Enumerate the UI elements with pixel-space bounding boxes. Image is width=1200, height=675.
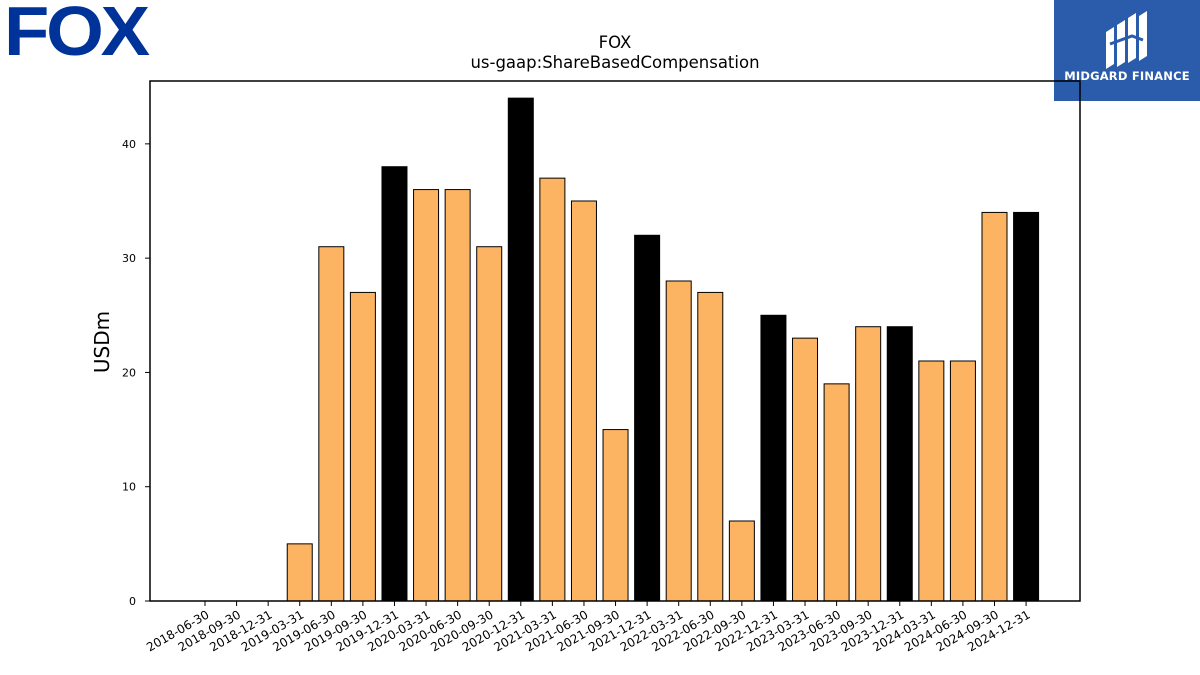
bar-2021-03-31: [539, 177, 566, 602]
bar-2023-03-31: [792, 337, 819, 602]
bars: [286, 97, 1040, 602]
y-axis-label: USDm: [90, 311, 114, 373]
fox-logo: FOX: [4, 0, 150, 70]
bar-2020-12-31: [507, 97, 534, 602]
y-tick-label: 20: [122, 366, 136, 379]
bar-2024-06-30: [949, 360, 976, 602]
bar-2022-03-31: [665, 280, 692, 602]
badge-label: MIDGARD FINANCE: [1064, 69, 1190, 83]
y-tick-label: 30: [122, 252, 136, 265]
bar-2022-06-30: [697, 291, 724, 602]
y-axis-ticks: 0 10 20 30 40: [122, 138, 150, 608]
bar-2022-12-31: [760, 314, 787, 602]
midgard-finance-badge: MIDGARD FINANCE: [1054, 0, 1200, 101]
bar-2022-09-30: [728, 520, 755, 602]
bar-2021-12-31: [634, 234, 661, 602]
bar-2023-06-30: [823, 383, 850, 602]
chart-title: FOX: [599, 33, 632, 52]
bar-2019-03-31: [286, 543, 313, 602]
chart-subtitle: us-gaap:ShareBasedCompensation: [470, 53, 759, 72]
bar-2024-12-31: [1013, 211, 1040, 602]
bar-2020-06-30: [444, 189, 471, 602]
bar-2020-03-31: [413, 189, 440, 602]
bar-2021-09-30: [602, 429, 629, 602]
bar-2020-09-30: [476, 246, 503, 602]
y-tick-label: 40: [122, 138, 136, 151]
bar-2023-12-31: [886, 326, 913, 602]
bar-2019-12-31: [381, 166, 408, 602]
midgard-logo-icon: [1054, 0, 1200, 101]
bar-2021-06-30: [570, 200, 597, 602]
bar-2024-09-30: [981, 211, 1008, 602]
bar-2019-06-30: [318, 246, 345, 602]
x-axis-ticks: 2018-06-302018-09-302018-12-312019-03-31…: [144, 601, 1033, 654]
y-tick-label: 10: [122, 481, 136, 494]
bar-2024-03-31: [918, 360, 945, 602]
bar-2019-09-30: [349, 291, 376, 602]
bar-2023-09-30: [855, 326, 882, 602]
y-tick-label: 0: [129, 595, 136, 608]
plot-area-frame: [149, 80, 1081, 602]
